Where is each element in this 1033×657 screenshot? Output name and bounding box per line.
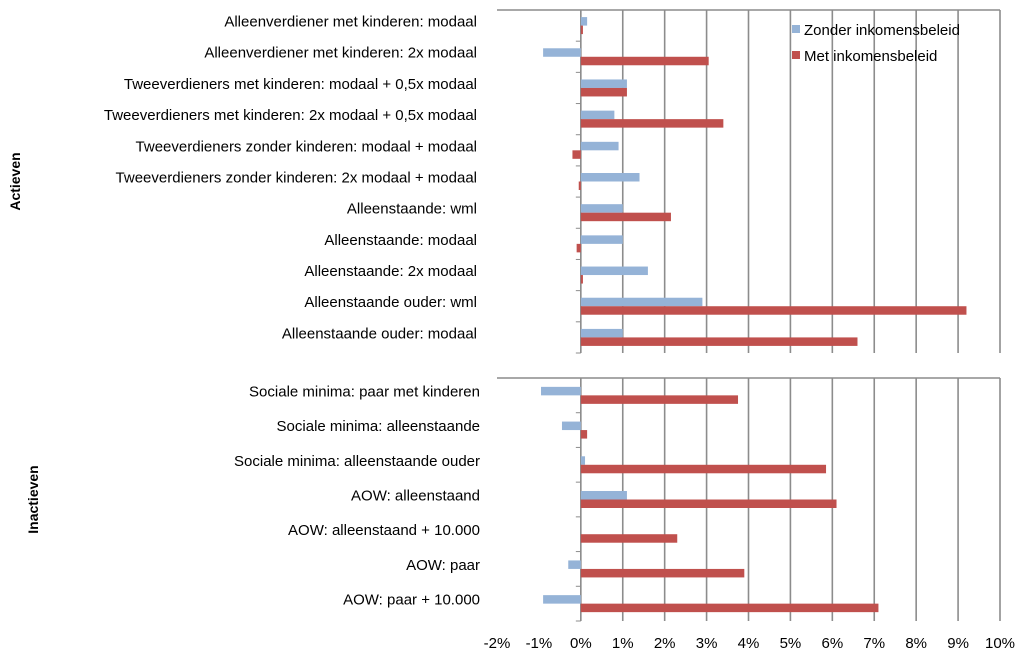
bar-met-inkomensbeleid [580,119,724,128]
bar-met-inkomensbeleid [580,275,583,284]
x-tick-label: 6% [821,635,843,652]
bar-zonder-inkomensbeleid [580,297,703,307]
bar-met-inkomensbeleid [580,430,588,439]
bar-met-inkomensbeleid [580,499,837,508]
bar-met-inkomensbeleid [580,25,583,35]
category-label: Tweeverdieners zonder kinderen: 2x modaa… [116,169,477,186]
bar-zonder-inkomensbeleid [580,141,619,151]
bar-zonder-inkomensbeleid [580,204,623,213]
bar-met-inkomensbeleid [580,534,678,543]
bar-zonder-inkomensbeleid [580,328,623,338]
group-label: Actieven [7,152,23,210]
bar-zonder-inkomensbeleid [580,173,640,182]
bar-met-inkomensbeleid [580,337,858,346]
legend-label: Zonder inkomensbeleid [804,22,960,39]
x-tick-label: -2% [484,635,511,652]
legend-swatch [792,51,800,59]
bar-zonder-inkomensbeleid [541,386,581,396]
category-label: AOW: paar [406,557,480,574]
x-tick-label: 10% [985,635,1015,652]
bar-met-inkomensbeleid [580,212,671,222]
bar-met-inkomensbeleid [580,603,879,613]
category-label: AOW: alleenstaand + 10.000 [288,522,480,539]
category-label: Alleenverdiener met kinderen: modaal [224,14,477,31]
x-tick-label: 3% [696,635,718,652]
category-label: Sociale minima: paar met kinderen [249,383,480,400]
bar-zonder-inkomensbeleid [568,560,581,569]
bar-zonder-inkomensbeleid [543,48,581,57]
x-tick-label: 4% [738,635,760,652]
legend-label: Met inkomensbeleid [804,48,937,65]
category-label: AOW: paar + 10.000 [343,592,480,609]
bar-met-inkomensbeleid [580,56,709,66]
bar-met-inkomensbeleid [580,306,967,315]
category-label: Alleenstaande ouder: modaal [282,325,477,342]
category-label: Sociale minima: alleenstaande [277,418,480,435]
bar-zonder-inkomensbeleid [580,17,588,26]
x-tick-label: -1% [526,635,553,652]
bar-met-inkomensbeleid [580,87,627,97]
bar-zonder-inkomensbeleid [580,456,586,465]
bar-zonder-inkomensbeleid [580,79,627,88]
bar-zonder-inkomensbeleid [561,421,581,431]
category-label: Alleenstaande ouder: wml [304,294,477,311]
x-tick-label: 0% [570,635,592,652]
category-label: Tweeverdieners zonder kinderen: modaal +… [136,138,477,155]
category-label: AOW: alleenstaand [351,487,480,504]
bar-met-inkomensbeleid [580,464,827,474]
bar-met-inkomensbeleid [572,150,581,159]
bar-met-inkomensbeleid [580,395,739,404]
category-label: Alleenstaande: wml [347,201,477,218]
x-tick-label: 9% [947,635,969,652]
category-label: Alleenstaande: modaal [324,232,477,249]
bar-met-inkomensbeleid [580,568,745,578]
legend-swatch [792,25,800,33]
category-label: Tweeverdieners met kinderen: 2x modaal +… [104,107,477,124]
bar-zonder-inkomensbeleid [580,266,648,276]
bar-zonder-inkomensbeleid [580,110,615,120]
bar-zonder-inkomensbeleid [580,235,623,244]
x-tick-label: 8% [905,635,927,652]
bar-zonder-inkomensbeleid [580,491,627,500]
category-label: Alleenverdiener met kinderen: 2x modaal [204,45,477,62]
group-label: Inactieven [25,465,41,533]
bar-met-inkomensbeleid [576,243,581,253]
x-tick-label: 5% [780,635,802,652]
x-tick-label: 7% [863,635,885,652]
x-tick-label: 1% [612,635,634,652]
bar-met-inkomensbeleid [578,181,581,190]
category-label: Tweeverdieners met kinderen: modaal + 0,… [124,76,477,93]
x-tick-label: 2% [654,635,676,652]
bar-zonder-inkomensbeleid [543,595,581,604]
category-label: Alleenstaande: 2x modaal [304,263,477,280]
category-label: Sociale minima: alleenstaande ouder [234,453,480,470]
